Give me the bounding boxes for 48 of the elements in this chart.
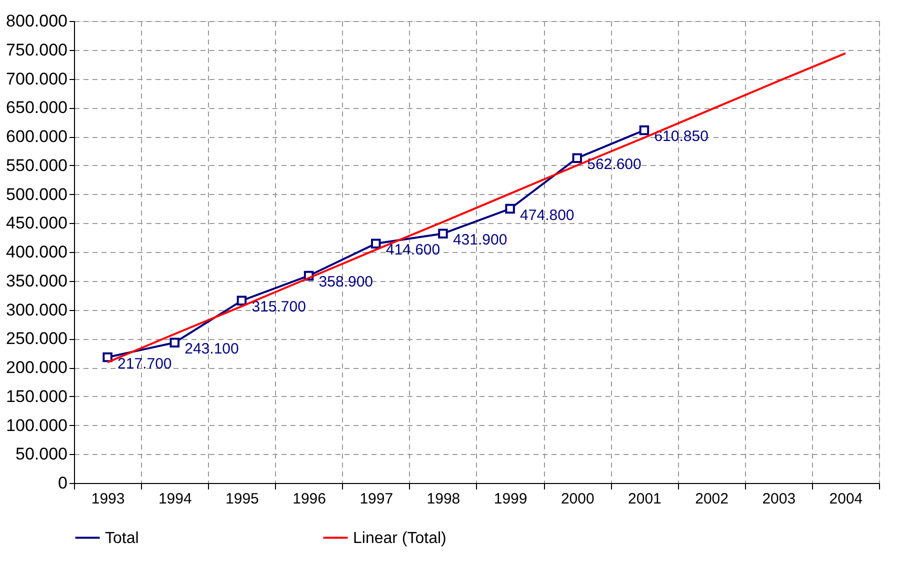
data-label: 414.600 [386,242,440,259]
x-tick-label: 1998 [426,490,460,508]
data-label: 431.900 [452,232,508,249]
y-tick-label: 750.000 [6,40,68,60]
y-tick-label: 500.000 [6,184,68,204]
y-tick-label: 200.000 [6,358,68,377]
y-tick-label: 250.000 [6,329,68,348]
y-tick-label: 650.000 [6,98,68,118]
point [236,296,247,306]
legend-label: Total [105,530,139,547]
x-tick-label: 1993 [91,490,125,508]
x-tick-label: 1996 [292,490,326,508]
y-tick-label: 550.000 [6,156,68,175]
point [371,238,381,248]
point [170,338,180,348]
y-tick-label: 600.000 [6,127,68,146]
data-label: 358.900 [318,274,374,291]
point [102,352,112,362]
y-tick-label: 300.000 [6,300,68,320]
x-tick-label: 1999 [494,490,528,508]
data-label: 474.800 [520,206,574,224]
y-tick-label: 50.000 [16,444,68,464]
data-label: 243.100 [184,340,239,358]
legend-label: Linear (Total) [353,530,446,547]
x-tick-label: 1997 [360,490,394,508]
data-label: 217.700 [118,355,172,372]
y-tick-label: 700.000 [6,69,68,88]
data-label: 610.850 [654,128,708,146]
data-label: 562.600 [587,156,642,174]
data-label: 315.700 [252,298,306,316]
y-tick-label: 0 [58,474,68,492]
x-tick-label: 2003 [762,490,796,508]
y-tick-label: 350.000 [6,271,68,290]
y-tick-label: 800.000 [6,12,68,30]
x-tick-label: 2004 [829,490,863,508]
x-tick-label: 2001 [628,490,662,508]
x-tick-label: 2000 [560,490,594,508]
y-tick-label: 450.000 [6,214,68,233]
x-tick-label: 2002 [695,490,728,508]
y-tick-label: 150.000 [6,386,68,406]
point [572,153,582,163]
point [505,204,515,214]
point [438,228,448,238]
x-tick-label: 1995 [226,490,259,508]
point [639,125,650,136]
y-tick-label: 100.000 [6,416,68,435]
y-tick-label: 400.000 [6,242,68,262]
x-tick-label: 1994 [158,490,192,508]
